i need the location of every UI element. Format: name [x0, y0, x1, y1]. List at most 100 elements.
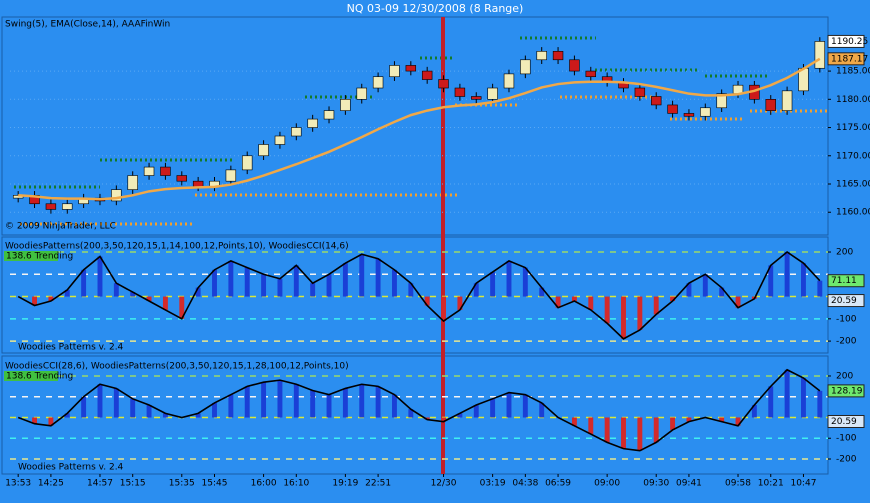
cci-bar	[113, 388, 119, 418]
cci-bar	[473, 283, 479, 297]
cci-bar	[702, 274, 708, 297]
cci-bar	[359, 254, 365, 297]
candle-body	[634, 87, 646, 97]
candle-body	[176, 175, 187, 182]
candle-body	[471, 96, 482, 100]
x-tick-label: 09:41	[676, 479, 702, 489]
cci-bar	[162, 413, 168, 418]
cci-bar	[817, 280, 823, 297]
cci-bar	[261, 382, 267, 418]
cci-bar	[228, 394, 234, 418]
candle-body	[585, 70, 596, 78]
x-tick-label: 09:30	[643, 479, 669, 489]
cci-bar	[195, 287, 201, 297]
value-label: 20.59	[827, 294, 865, 308]
cci-bar	[293, 384, 299, 418]
candle-body	[667, 104, 678, 114]
price-frame	[1, 16, 829, 236]
cci-bar	[162, 296, 168, 310]
cci-bar	[735, 296, 741, 308]
cci-bar	[588, 296, 594, 310]
cci-bar	[670, 296, 676, 302]
candle-body	[356, 87, 367, 100]
cci-bar	[506, 392, 512, 418]
cci-bar	[81, 269, 87, 297]
candle-body	[487, 87, 498, 100]
cci-bar	[457, 296, 463, 310]
candle-body	[503, 73, 515, 89]
candle-body	[814, 41, 826, 69]
value-label-text: 128.19	[831, 386, 863, 396]
panel-label: WoodiesCCI(28,6), WoodiesPatterns(200,3,…	[5, 362, 349, 372]
cci-bar	[719, 287, 725, 297]
candle-body	[421, 70, 433, 80]
cci-bar	[768, 265, 774, 297]
x-tick-label: 16:00	[251, 479, 277, 489]
cci-bar	[653, 417, 659, 443]
value-label-text: 71.11	[831, 276, 857, 286]
x-tick-label: 16:10	[283, 479, 309, 489]
y-tick-label: -200	[836, 455, 857, 465]
badge-box	[4, 371, 58, 381]
candle-body	[765, 99, 776, 111]
cci-bar	[457, 413, 463, 418]
y-tick-label: -200	[836, 337, 857, 347]
cci-bar	[801, 378, 806, 418]
cci-bar	[522, 267, 528, 297]
cci-line	[17, 251, 821, 340]
value-label-box	[827, 294, 865, 308]
cci-bar	[392, 269, 397, 297]
cci-bar	[244, 386, 250, 418]
cci-bar	[195, 413, 201, 418]
x-tick-label: 15:35	[169, 479, 195, 489]
candle-body	[454, 87, 466, 97]
value-label-text: 1190.25	[831, 37, 868, 47]
cci-bar	[375, 258, 381, 297]
cci-bar	[441, 417, 446, 422]
y-tick-label: 200	[836, 248, 853, 258]
value-label-box	[827, 384, 865, 398]
candle-body	[552, 51, 564, 61]
cci-bar	[801, 263, 806, 297]
cci-bar	[212, 402, 217, 418]
cci-bar	[326, 274, 332, 297]
value-label: 1187.17	[827, 52, 868, 66]
cci-bar	[637, 417, 643, 451]
value-label: 128.19	[827, 384, 865, 398]
cci-bar	[686, 417, 692, 422]
candle-body	[160, 166, 171, 176]
cci-bar	[326, 394, 332, 418]
y-tick-label: -100	[836, 434, 857, 444]
cci-bar	[719, 417, 725, 422]
candle-body	[323, 110, 335, 120]
footer-label: Woodies Patterns v. 2.4	[18, 463, 124, 473]
cci-bar	[637, 296, 643, 330]
cci-bar	[735, 417, 741, 426]
candle-body	[781, 90, 793, 111]
cci-bar	[621, 417, 626, 449]
y-tick-label: 1170.00	[836, 151, 870, 161]
x-tick-label: 14:57	[87, 479, 113, 489]
cci-bar	[228, 260, 234, 297]
cci-bar	[277, 278, 283, 297]
cci-bar	[64, 413, 70, 418]
cci-bar	[490, 398, 496, 418]
cci-bar	[670, 417, 676, 430]
x-tick-label: 04:38	[512, 479, 538, 489]
x-tick-label: 15:15	[120, 479, 146, 489]
cci-bar	[784, 369, 790, 418]
cci-bar	[359, 384, 365, 418]
cci-bar	[522, 394, 528, 418]
cci-bar	[48, 417, 54, 426]
candle-body	[683, 113, 695, 117]
cci-bar	[130, 292, 136, 297]
candle-body	[274, 135, 286, 145]
candle-body	[291, 127, 302, 137]
cci-bar	[604, 296, 610, 324]
x-tick-label: 06:59	[545, 479, 571, 489]
candle-body	[127, 175, 138, 190]
cci-bar	[32, 417, 37, 424]
cci-bar	[408, 283, 414, 297]
candle-body	[307, 118, 318, 128]
candle-body	[192, 180, 204, 188]
